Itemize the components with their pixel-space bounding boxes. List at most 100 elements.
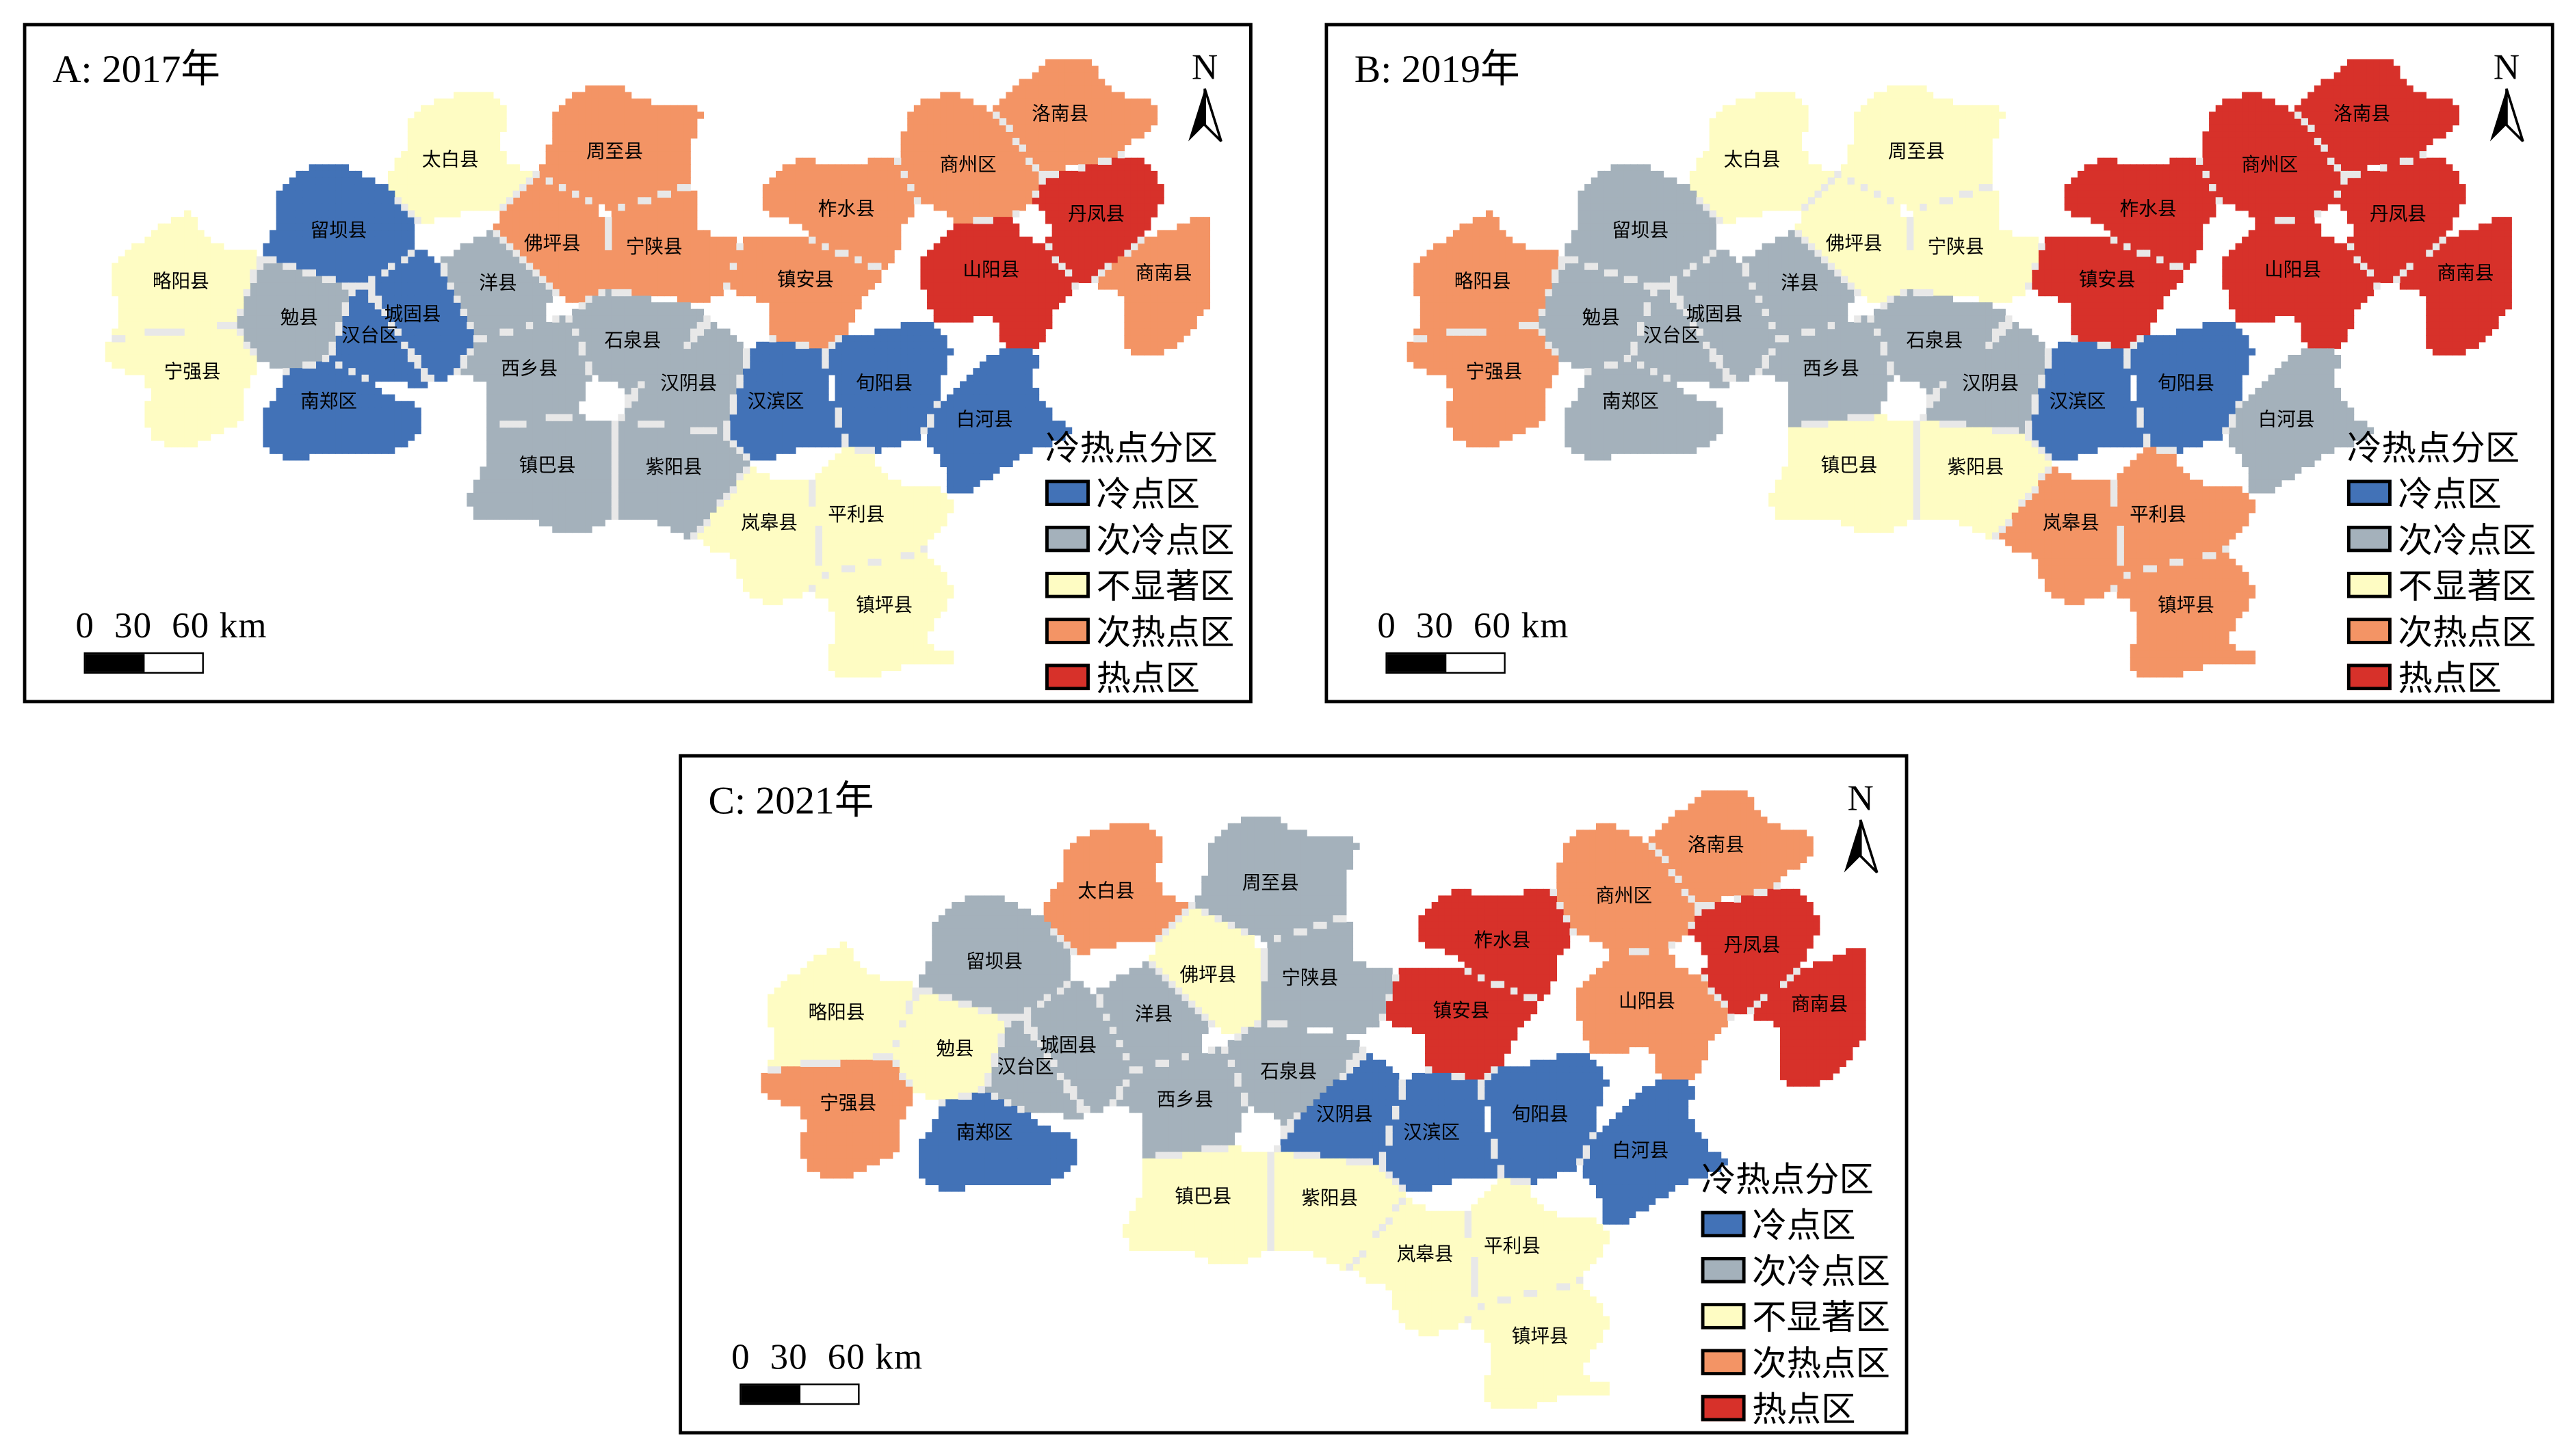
county-label: 柞水县 (818, 196, 875, 222)
county-label: 太白县 (422, 146, 479, 172)
county-label: 商州区 (1595, 882, 1652, 908)
county-region-宁陕县 (1907, 190, 2039, 303)
county-region-平利县 (815, 447, 954, 572)
county-region-洛南县 (993, 59, 1158, 172)
county-region-白河县 (2228, 348, 2375, 494)
legend: 冷热点分区 冷点区 次冷点区 不显著区 次热点区 热点区 (1045, 427, 1234, 700)
county-region-平利县 (2117, 447, 2256, 572)
county-label: 白河县 (2258, 406, 2315, 432)
legend-title: 冷热点分区 (2347, 427, 2536, 470)
county-region-商南县 (1097, 217, 1211, 356)
county-label: 石泉县 (1260, 1058, 1317, 1084)
scale-label: 0 30 60 km (731, 1336, 923, 1378)
panel-title: B: 2019年 (1355, 36, 1520, 94)
legend-item: 次热点区 (1045, 608, 1234, 654)
county-region-平利县 (1471, 1178, 1610, 1303)
north-arrow: N (2482, 49, 2531, 156)
panel-title: C: 2021年 (709, 767, 874, 825)
county-region-太白县 (388, 92, 534, 224)
county-label: 山阳县 (1619, 988, 1675, 1014)
county-label: 南郑区 (1602, 388, 1659, 414)
legend-title: 冷热点分区 (1045, 427, 1234, 470)
county-label: 商南县 (1136, 260, 1192, 286)
legend-label: 不显著区 (1752, 1291, 1890, 1340)
county-region-石泉县 (1227, 1020, 1360, 1126)
county-label: 商州区 (2242, 151, 2299, 177)
county-label: 镇坪县 (2158, 592, 2214, 618)
county-label: 宁陕县 (626, 233, 683, 259)
legend-label: 次热点区 (2398, 607, 2536, 656)
county-label: 镇坪县 (856, 592, 913, 618)
county-label: 留坝县 (1612, 217, 1669, 243)
county-label: 汉台区 (997, 1053, 1054, 1079)
county-label: 勉县 (1582, 304, 1620, 330)
county-region-商州区 (2202, 92, 2342, 224)
county-region-洋县 (440, 230, 553, 336)
county-label: 略阳县 (153, 268, 209, 294)
map-panel-b: 太白县 周至县 洛南县 商州区 丹凤县 商南县 山阳县 柞水县 镇安县 宁陕县 佛坪县 洋县 留坝县 城固… (1324, 23, 2554, 704)
legend-item: 热点区 (1701, 1385, 1890, 1431)
county-label: 岚皋县 (2043, 509, 2099, 535)
legend-item: 热点区 (1045, 654, 1234, 700)
scale-label: 0 30 60 km (76, 605, 267, 647)
legend-label: 热点区 (1097, 652, 1200, 700)
legend-label: 热点区 (1752, 1384, 1855, 1431)
legend-title: 冷热点分区 (1701, 1159, 1890, 1201)
legend-swatch (1701, 1256, 1746, 1284)
county-region-柞水县 (2064, 157, 2216, 270)
legend-label: 不显著区 (2398, 560, 2536, 609)
county-region-城固县 (1030, 981, 1130, 1113)
legend-label: 热点区 (2398, 652, 2501, 700)
legend-item: 冷点区 (1045, 470, 1234, 516)
county-label: 紫阳县 (1301, 1184, 1358, 1210)
county-label: 白河县 (1612, 1137, 1669, 1163)
county-region-汉滨区 (729, 341, 842, 461)
county-region-汉台区 (328, 289, 428, 388)
legend-item: 次冷点区 (1045, 516, 1234, 561)
legend-label: 次热点区 (1097, 607, 1235, 656)
legend-swatch (1045, 479, 1090, 507)
county-label: 紫阳县 (646, 453, 703, 479)
county-label: 宁强县 (1466, 358, 1523, 384)
county-label: 留坝县 (966, 948, 1023, 974)
legend-item: 不显著区 (2346, 560, 2536, 609)
county-label: 宁强县 (820, 1089, 876, 1115)
scale-bar-graphic (83, 652, 204, 674)
county-region-宁强县 (761, 1059, 913, 1179)
county-region-周至县 (539, 85, 705, 211)
panel-title: A: 2017年 (53, 36, 220, 94)
north-arrow-icon (2489, 88, 2524, 142)
county-label: 宁陕县 (1281, 964, 1338, 990)
county-region-紫阳县 (1920, 421, 2052, 540)
county-region-镇坪县 (2117, 552, 2256, 678)
county-label: 柞水县 (2120, 196, 2177, 222)
county-region-石泉县 (572, 289, 705, 395)
north-arrow: N (1836, 780, 1885, 887)
county-label: 西乡县 (1803, 355, 1859, 381)
county-label: 宁强县 (164, 358, 221, 384)
county-region-紫阳县 (618, 421, 750, 540)
county-region-周至县 (1194, 817, 1360, 942)
county-label: 城固县 (1040, 1032, 1097, 1058)
county-region-略阳县 (768, 941, 913, 1068)
county-region-勉县 (892, 994, 1005, 1100)
county-region-佛坪县 (493, 177, 605, 303)
county-region-丹凤县 (2333, 157, 2466, 283)
county-region-商州区 (1556, 823, 1695, 955)
county-label: 汉阴县 (1316, 1101, 1373, 1127)
county-borders (112, 111, 1144, 592)
legend-item: 冷点区 (1701, 1201, 1890, 1247)
county-label: 丹凤县 (1068, 200, 1125, 226)
scale-bar: 0 30 60 km (1377, 605, 1569, 674)
county-region-岚皋县 (1352, 1197, 1478, 1337)
legend-item: 次热点区 (2346, 607, 2536, 656)
legend-swatch (1045, 572, 1090, 598)
legend-swatch (2346, 525, 2392, 553)
county-label: 岚皋县 (1397, 1241, 1454, 1267)
legend-swatch (2346, 663, 2392, 691)
county-region-白河县 (1582, 1079, 1728, 1225)
county-region-镇巴县 (1122, 1145, 1268, 1265)
map-panel-c: 太白县 周至县 洛南县 商州区 丹凤县 商南县 山阳县 柞水县 镇安县 宁陕县 佛坪县 洋县 留坝县 城固… (679, 754, 1909, 1435)
legend-swatch (2346, 479, 2392, 507)
county-region-勉县 (236, 263, 350, 369)
